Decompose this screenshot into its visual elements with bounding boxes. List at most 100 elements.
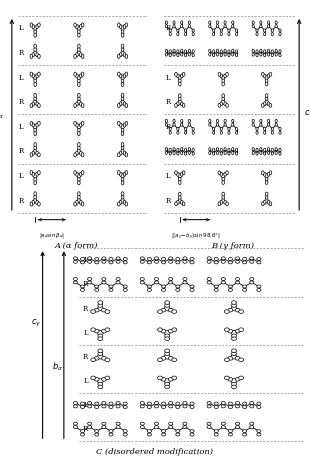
Circle shape <box>168 329 173 333</box>
Circle shape <box>264 131 266 134</box>
Circle shape <box>232 385 237 389</box>
Circle shape <box>213 29 215 32</box>
Circle shape <box>176 261 180 264</box>
Circle shape <box>228 33 230 36</box>
Circle shape <box>164 355 170 359</box>
Circle shape <box>81 402 85 405</box>
Circle shape <box>176 102 179 106</box>
Circle shape <box>121 181 124 185</box>
Circle shape <box>147 405 151 409</box>
Circle shape <box>236 50 238 53</box>
Circle shape <box>261 202 264 206</box>
Circle shape <box>165 382 170 386</box>
Circle shape <box>165 151 167 154</box>
Circle shape <box>91 376 96 380</box>
Text: L: L <box>19 73 24 81</box>
Circle shape <box>81 153 84 157</box>
Circle shape <box>221 278 225 280</box>
Circle shape <box>102 425 106 429</box>
Circle shape <box>231 306 237 311</box>
Circle shape <box>95 288 99 292</box>
Circle shape <box>157 358 162 362</box>
Circle shape <box>91 310 96 313</box>
Circle shape <box>257 288 261 292</box>
Circle shape <box>275 147 277 151</box>
Circle shape <box>183 278 187 280</box>
Circle shape <box>228 308 233 312</box>
Circle shape <box>94 378 99 381</box>
Circle shape <box>121 198 124 203</box>
Circle shape <box>224 123 226 126</box>
Circle shape <box>36 102 38 106</box>
Circle shape <box>188 25 190 28</box>
Circle shape <box>30 104 33 107</box>
Circle shape <box>169 152 171 155</box>
Circle shape <box>78 47 80 52</box>
Circle shape <box>95 405 99 409</box>
Circle shape <box>224 310 229 313</box>
Text: A (α form): A (α form) <box>54 242 98 250</box>
Text: $|(a_\gamma\!-\!b_\gamma)\sin 98.6°|$: $|(a_\gamma\!-\!b_\gamma)\sin 98.6°|$ <box>171 231 221 241</box>
Circle shape <box>32 151 34 155</box>
Circle shape <box>177 148 179 152</box>
Circle shape <box>228 329 233 333</box>
Circle shape <box>222 94 224 98</box>
Circle shape <box>228 53 230 57</box>
Circle shape <box>214 405 218 409</box>
Circle shape <box>263 200 266 204</box>
Circle shape <box>161 329 166 333</box>
Circle shape <box>97 355 103 359</box>
Circle shape <box>232 349 237 352</box>
Circle shape <box>228 357 233 360</box>
Circle shape <box>169 127 171 131</box>
Circle shape <box>192 33 194 36</box>
Circle shape <box>216 120 219 123</box>
Circle shape <box>269 104 272 107</box>
Circle shape <box>252 49 254 53</box>
Circle shape <box>182 171 185 175</box>
Circle shape <box>32 123 34 127</box>
Circle shape <box>73 405 78 408</box>
Circle shape <box>78 132 80 136</box>
Circle shape <box>33 173 37 179</box>
Text: $c_\gamma$: $c_\gamma$ <box>304 109 310 120</box>
Circle shape <box>81 433 85 436</box>
Circle shape <box>98 334 103 338</box>
Circle shape <box>78 181 80 185</box>
Circle shape <box>172 328 177 332</box>
Circle shape <box>184 50 187 53</box>
Circle shape <box>235 357 240 360</box>
Circle shape <box>271 152 273 155</box>
Circle shape <box>236 281 240 284</box>
Circle shape <box>181 49 183 53</box>
Circle shape <box>222 198 225 203</box>
Circle shape <box>236 260 240 263</box>
Circle shape <box>121 47 124 52</box>
Circle shape <box>176 74 179 78</box>
Circle shape <box>74 23 76 27</box>
Circle shape <box>36 200 38 205</box>
Circle shape <box>184 148 187 152</box>
Circle shape <box>216 53 219 56</box>
Circle shape <box>257 402 261 405</box>
Circle shape <box>221 260 225 263</box>
Circle shape <box>121 75 124 80</box>
Circle shape <box>78 142 80 146</box>
Circle shape <box>224 328 229 332</box>
Circle shape <box>207 405 211 408</box>
Circle shape <box>269 73 272 76</box>
Circle shape <box>173 25 175 28</box>
Circle shape <box>109 288 113 292</box>
Circle shape <box>173 120 175 123</box>
Text: B (γ form): B (γ form) <box>211 242 254 250</box>
Circle shape <box>102 357 106 360</box>
Circle shape <box>231 379 237 383</box>
Circle shape <box>147 433 151 436</box>
Circle shape <box>190 261 194 264</box>
Circle shape <box>232 334 237 338</box>
Circle shape <box>252 147 254 151</box>
Circle shape <box>269 171 272 175</box>
Circle shape <box>38 104 40 107</box>
Circle shape <box>38 54 40 59</box>
Circle shape <box>180 173 183 176</box>
